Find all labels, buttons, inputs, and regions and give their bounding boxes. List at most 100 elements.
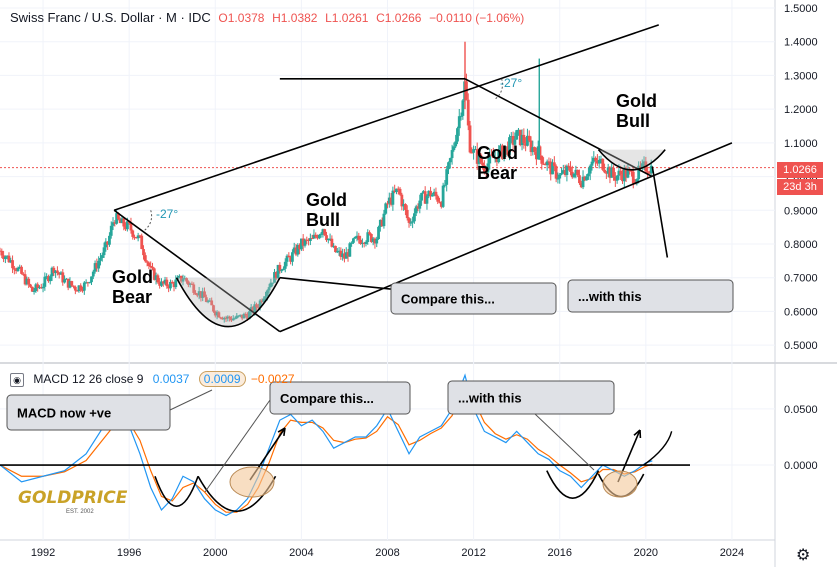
callout-pointer bbox=[169, 389, 213, 411]
candle-body bbox=[549, 161, 553, 175]
candle-body bbox=[88, 282, 92, 284]
arrow-up-head bbox=[633, 429, 642, 439]
candle-body bbox=[610, 167, 614, 178]
callout-with-this-bottom bbox=[447, 380, 615, 415]
candle-body bbox=[149, 266, 153, 268]
candle-body bbox=[639, 165, 642, 168]
candle-body bbox=[242, 313, 246, 319]
x-tick-label: 1996 bbox=[117, 547, 141, 559]
candle-body bbox=[628, 170, 632, 172]
candle-body bbox=[429, 190, 432, 197]
candle-body bbox=[326, 238, 330, 241]
candle-body bbox=[619, 170, 623, 175]
candle-body bbox=[124, 226, 127, 230]
candle-body bbox=[468, 125, 472, 153]
candle-body bbox=[292, 247, 296, 253]
annotation-angle-left: -27° bbox=[156, 207, 178, 221]
bowl-right bbox=[597, 149, 666, 171]
candle-body bbox=[346, 252, 350, 257]
macd-label: MACD 12 26 close 9 bbox=[33, 372, 144, 386]
candle-body bbox=[393, 190, 397, 193]
candle-body bbox=[439, 202, 443, 207]
candle-body bbox=[491, 154, 495, 158]
high-value: H1.0382 bbox=[272, 11, 318, 25]
x-tick-label: 2020 bbox=[634, 547, 658, 559]
candle-body bbox=[509, 136, 513, 138]
candle-body bbox=[384, 203, 388, 214]
candle-body bbox=[328, 238, 332, 240]
candle-body bbox=[20, 266, 23, 274]
candle-body bbox=[533, 147, 537, 152]
candle-body bbox=[434, 191, 438, 197]
candle-body bbox=[81, 290, 84, 292]
candle-body bbox=[298, 244, 301, 250]
macd-value: 0.0037 bbox=[152, 372, 190, 386]
candle-body bbox=[377, 226, 380, 240]
candle-body bbox=[380, 219, 384, 227]
candle-body bbox=[474, 149, 477, 151]
candle-body bbox=[18, 266, 22, 268]
annotation-angle-right: -27° bbox=[500, 76, 522, 90]
candle-body bbox=[373, 238, 377, 244]
candle-body bbox=[396, 188, 400, 190]
candle-body bbox=[219, 317, 223, 319]
candle-body bbox=[291, 252, 294, 262]
candle-body bbox=[106, 241, 110, 245]
candle-body bbox=[129, 222, 133, 231]
candle-body bbox=[226, 316, 230, 319]
x-tick-label: 1992 bbox=[31, 547, 55, 559]
candle-body bbox=[95, 263, 99, 269]
candle-body bbox=[283, 261, 287, 269]
candle-body bbox=[502, 150, 506, 159]
candle-body bbox=[508, 137, 511, 155]
channel-bottom bbox=[279, 142, 733, 333]
candle-body bbox=[552, 162, 556, 167]
candle-body bbox=[118, 219, 122, 224]
candle-body bbox=[305, 239, 309, 241]
candle-body bbox=[588, 165, 592, 174]
macd-lines bbox=[0, 373, 690, 517]
highlight-ellipse bbox=[229, 466, 275, 498]
candle-body bbox=[265, 290, 269, 297]
candle-body bbox=[32, 290, 36, 292]
change-value: −0.0110 (−1.06%) bbox=[429, 11, 525, 25]
candle-body bbox=[262, 298, 266, 302]
eye-icon[interactable]: ◉ bbox=[10, 372, 24, 387]
candle-body bbox=[282, 268, 285, 271]
candle-body bbox=[222, 317, 226, 320]
candle-body bbox=[238, 314, 242, 316]
candle-body bbox=[558, 174, 562, 179]
candle-body bbox=[603, 169, 606, 173]
chart-header: Swiss Franc / U.S. Dollar · M · IDC O1.0… bbox=[10, 10, 524, 25]
candle-body bbox=[402, 204, 406, 207]
candle-body bbox=[407, 218, 411, 223]
candle-body bbox=[296, 244, 300, 255]
candle-body bbox=[583, 176, 587, 181]
candle-body bbox=[488, 154, 492, 164]
candle-body bbox=[413, 213, 416, 222]
candle-body bbox=[357, 235, 361, 240]
candle-body bbox=[646, 171, 650, 173]
candle-body bbox=[147, 262, 151, 267]
candle-body bbox=[543, 163, 547, 166]
callout-macd-positive-text: MACD now +ve bbox=[17, 406, 111, 421]
callout-pointer bbox=[204, 399, 271, 493]
candle-body bbox=[630, 170, 633, 172]
candle-body bbox=[420, 192, 423, 201]
candle-body bbox=[481, 162, 484, 166]
candle-body bbox=[350, 242, 354, 244]
candle-body bbox=[197, 291, 201, 296]
candle-body bbox=[594, 157, 598, 161]
gear-icon[interactable]: ⚙ bbox=[796, 547, 811, 564]
callout-compare-bottom-text: Compare this... bbox=[280, 391, 374, 406]
candle-body bbox=[452, 146, 456, 151]
candle-body bbox=[276, 264, 280, 279]
candle-body bbox=[520, 134, 524, 146]
candle-body bbox=[181, 279, 185, 282]
candle-body bbox=[560, 172, 563, 175]
candle-body bbox=[369, 233, 373, 242]
candle-body bbox=[228, 316, 232, 319]
candle-body bbox=[447, 162, 450, 170]
candle-body bbox=[538, 146, 542, 156]
